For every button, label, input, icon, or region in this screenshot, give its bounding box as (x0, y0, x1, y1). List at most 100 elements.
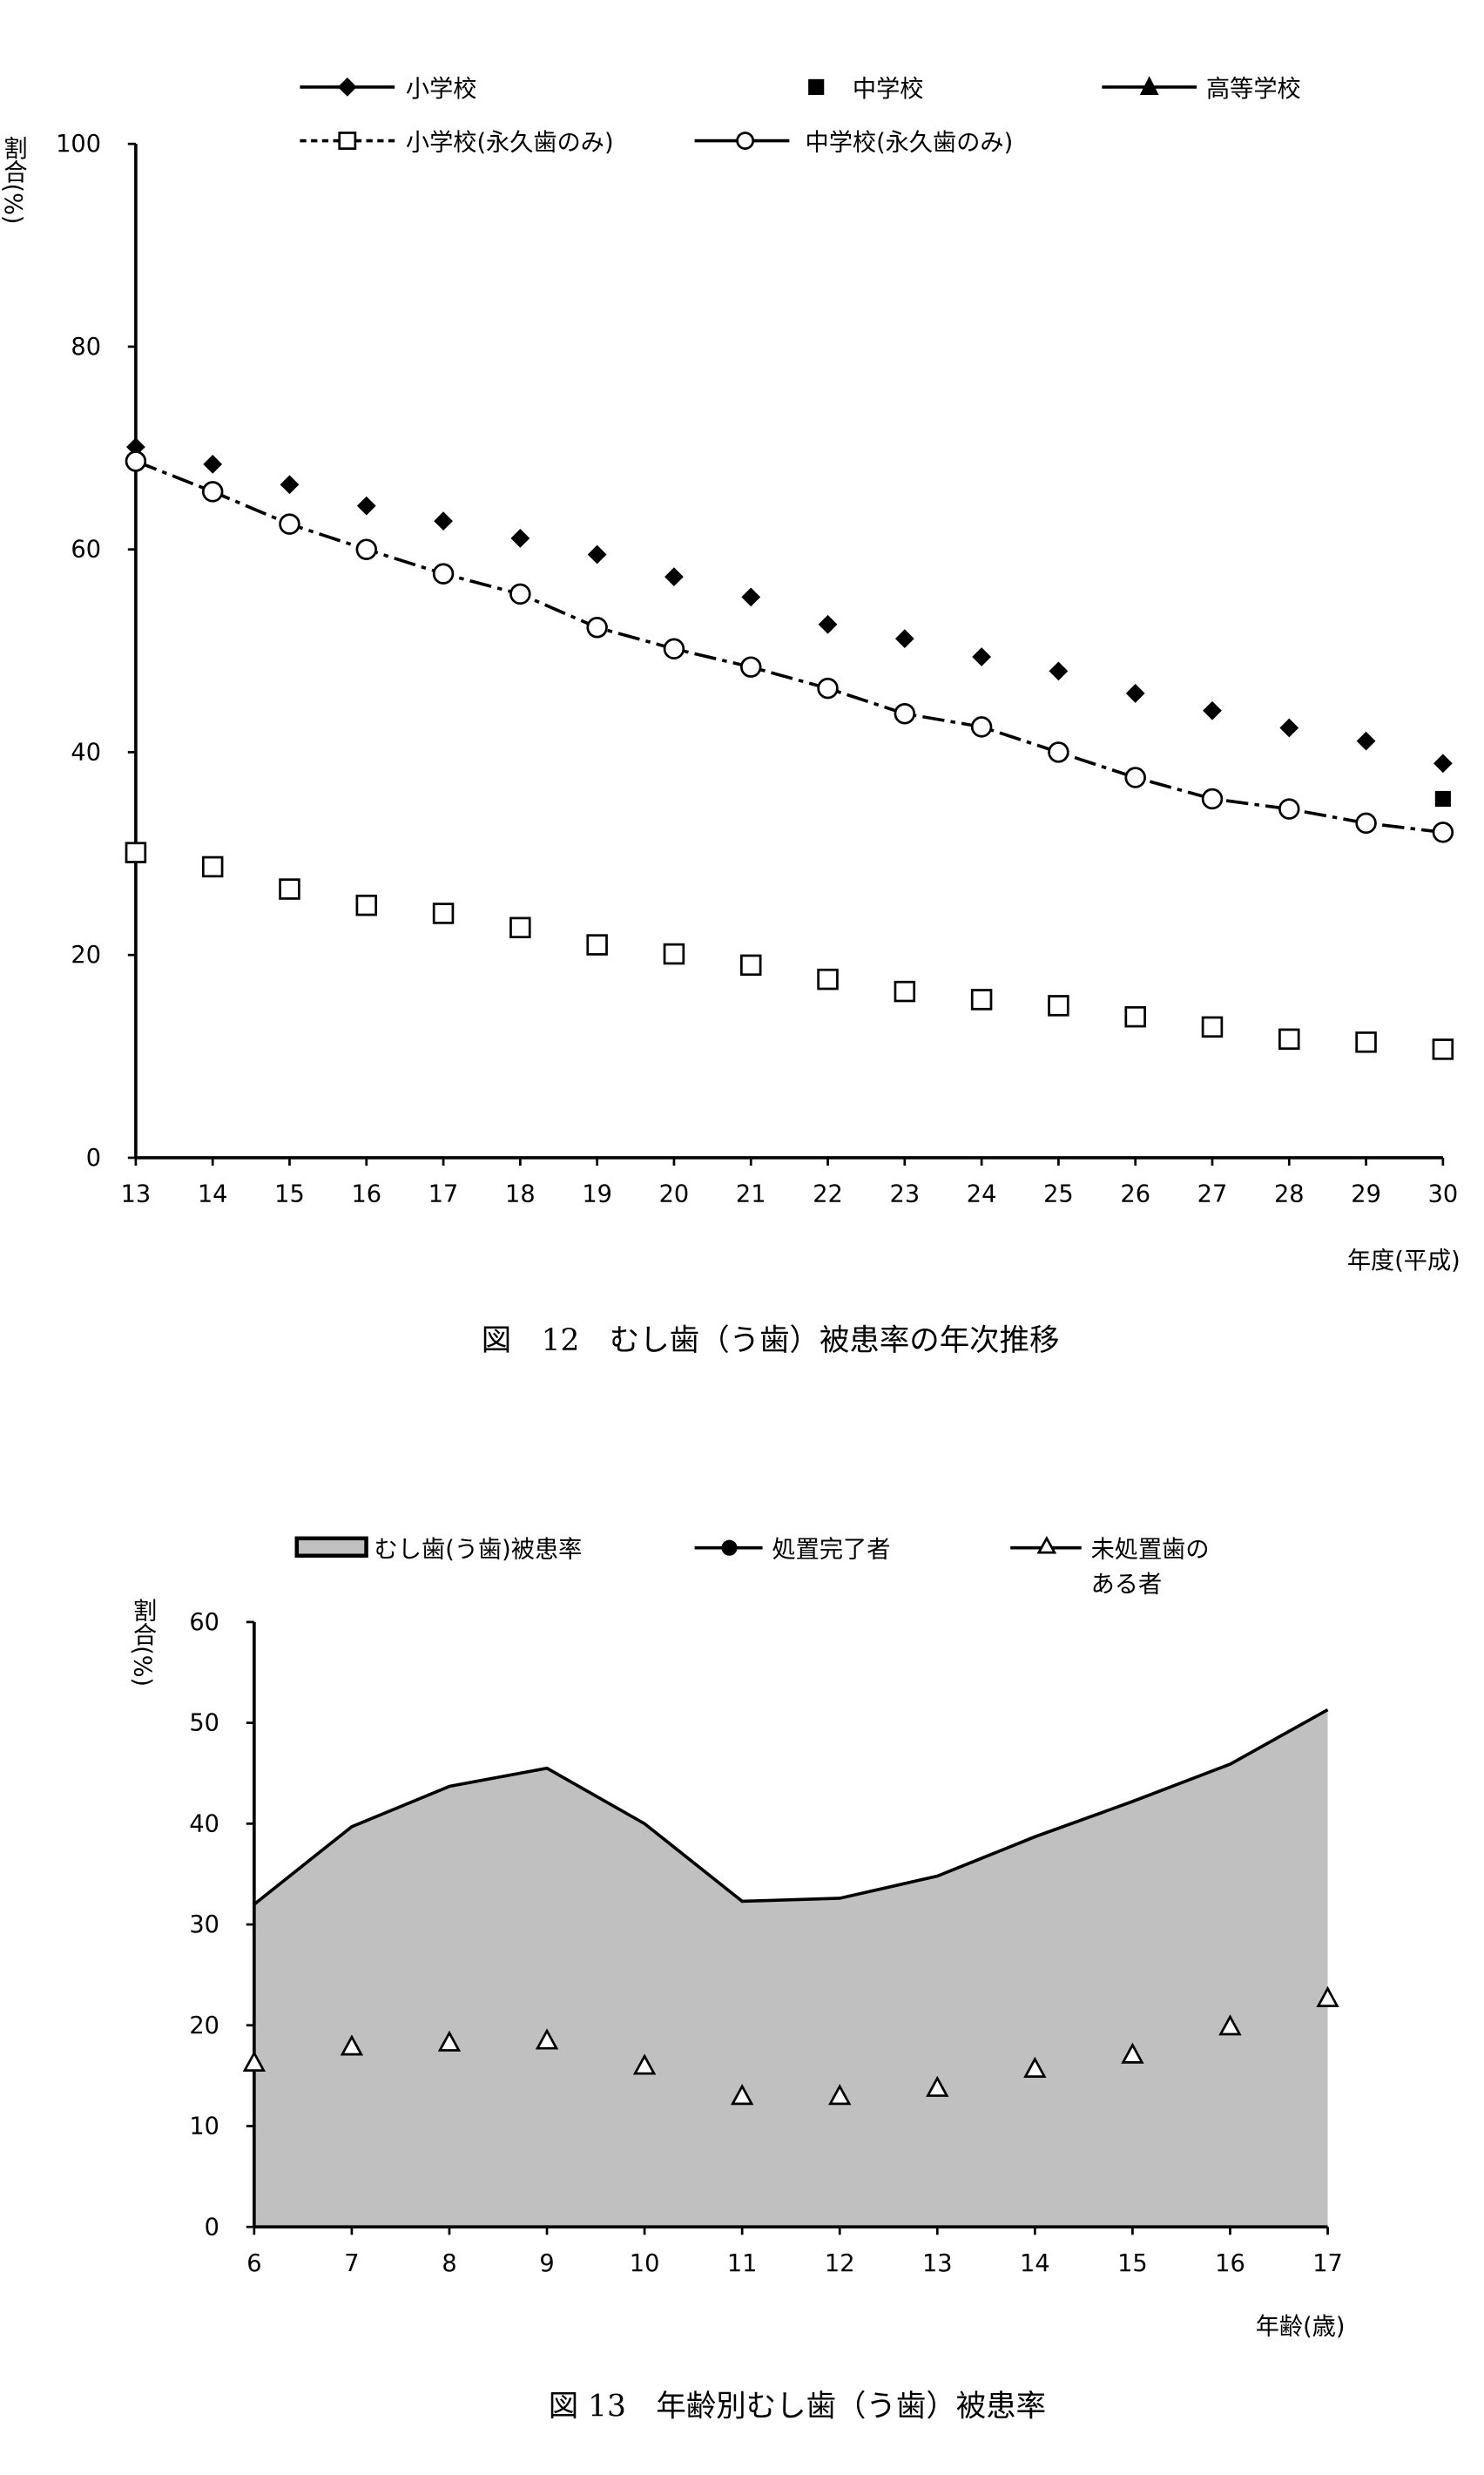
x-axis-label: 年度(平成) (1347, 1248, 1460, 1275)
point-middle-school-permanent (509, 583, 531, 605)
y-tick-label: 0 (86, 1145, 101, 1172)
point-elementary-permanent (970, 989, 993, 1011)
point-elementary (1049, 661, 1069, 681)
x-tick-label: 27 (1197, 1181, 1228, 1208)
point-elementary-permanent (355, 894, 378, 916)
point-elementary-permanent (586, 934, 608, 956)
y-tick-label: 40 (189, 1810, 219, 1837)
point-elementary-permanent (509, 916, 531, 939)
y-tick-label: 0 (205, 2214, 219, 2241)
point-elementary (203, 455, 223, 474)
x-tick-label: 14 (198, 1181, 228, 1208)
point-middle-school-permanent (1355, 812, 1377, 835)
point-middle-school-permanent (1048, 741, 1069, 763)
filled-circle-icon (721, 1539, 738, 1556)
point-elementary-permanent (201, 855, 224, 878)
point-elementary (1433, 754, 1453, 774)
point-elementary (818, 614, 838, 634)
x-tick-label: 24 (967, 1181, 997, 1208)
point-elementary (972, 647, 991, 666)
legend-label: 中学校 (853, 76, 924, 103)
point-middle-school-permanent (355, 538, 378, 560)
point-elementary-permanent (1048, 995, 1069, 1017)
figure-caption: 図 13 年齢別むし歯（う歯）被患率 (549, 2390, 1046, 2424)
point-untreated (1121, 2042, 1144, 2064)
point-middle-school-permanent (663, 638, 685, 659)
point-middle-school-permanent (279, 513, 300, 535)
diamond-icon (337, 78, 357, 97)
x-tick-label: 17 (1312, 2250, 1343, 2277)
x-tick-label: 21 (736, 1181, 766, 1208)
point-untreated (535, 2028, 559, 2050)
point-elementary-permanent (1278, 1028, 1300, 1051)
open-square-icon (338, 132, 357, 150)
area-caries-rate (253, 1709, 1328, 2228)
area-swatch-icon (294, 1536, 368, 1559)
square-icon (808, 78, 825, 95)
x-tick-label: 28 (1274, 1181, 1305, 1208)
figure-caption: 図 12 むし歯（う歯）被患率の年次推移 (482, 1323, 1060, 1358)
area-outline (253, 1707, 1329, 1906)
legend-label: むし歯(う歯)被患率 (374, 1537, 583, 1564)
x-tick-label: 19 (582, 1181, 612, 1208)
point-untreated (242, 2050, 266, 2073)
chart-13: むし歯(う歯)被患率 処置完了者 未処置歯の ある者 割合(%) 年齢(歳) 図… (129, 1536, 1345, 2424)
point-middle-school-permanent (125, 450, 147, 472)
open-circle-icon (736, 132, 755, 150)
x-tick-label: 13 (922, 2250, 953, 2277)
triangle-icon (1139, 76, 1159, 95)
x-tick-label: 25 (1043, 1181, 1074, 1208)
x-tick-label: 15 (274, 1181, 305, 1208)
y-axis-label: 割合(%) (0, 136, 27, 225)
x-tick-label: 17 (428, 1181, 459, 1208)
legend-label: ある者 (1091, 1571, 1163, 1598)
legend-label: 高等学校 (1206, 76, 1301, 103)
x-tick-label: 16 (1215, 2250, 1245, 2277)
point-elementary (510, 528, 530, 548)
point-elementary (741, 587, 761, 607)
point-middle-school-permanent (1201, 788, 1224, 810)
legend-label: 未処置歯の (1091, 1537, 1210, 1564)
point-untreated (437, 2030, 462, 2052)
x-tick-label: 11 (727, 2250, 758, 2277)
x-tick-label: 10 (630, 2250, 660, 2277)
point-untreated (632, 2053, 657, 2075)
legend-label: 処置完了者 (772, 1537, 890, 1564)
y-tick-label: 60 (189, 1609, 219, 1636)
point-elementary-permanent (125, 842, 147, 863)
point-middle-school-permanent (894, 702, 916, 725)
x-tick-label: 15 (1117, 2250, 1148, 2277)
point-elementary-permanent (432, 903, 455, 924)
point-middle-school-permanent (817, 677, 839, 700)
point-untreated (1316, 1985, 1339, 2007)
point-elementary (1356, 731, 1376, 751)
point-elementary (587, 544, 607, 565)
point-elementary (1203, 700, 1222, 720)
point-middle-school-permanent (432, 563, 455, 585)
point-elementary-permanent (1124, 1005, 1146, 1028)
x-tick-label: 7 (344, 2250, 359, 2277)
x-tick-label: 8 (442, 2250, 456, 2277)
point-middle-school-permanent (740, 656, 762, 678)
legend-label: 小学校 (406, 76, 477, 103)
point-elementary (1125, 684, 1145, 703)
legend-chart-12: 小学校 中学校 高等学校 小学校(永久歯のみ) 中学校(永久歯のみ) (300, 76, 1301, 156)
legend-label: 小学校(永久歯のみ) (406, 129, 614, 156)
point-untreated (1218, 2014, 1242, 2036)
triangle-icon (1036, 1536, 1057, 1554)
point-untreated (340, 2034, 364, 2056)
point-elementary-permanent (663, 943, 685, 965)
point-untreated (828, 2084, 852, 2106)
y-tick-label: 100 (56, 131, 101, 158)
point-elementary-permanent (1355, 1031, 1377, 1053)
chart-12: 小学校 中学校 高等学校 小学校(永久歯のみ) 中学校(永久歯のみ) 割合(%)… (0, 76, 1460, 1358)
point-elementary (664, 567, 684, 586)
y-tick-label: 20 (189, 2012, 219, 2039)
point-elementary (894, 629, 914, 648)
x-tick-label: 23 (890, 1181, 921, 1208)
point-elementary-permanent (1432, 1038, 1454, 1060)
point-middle-school-permanent (201, 481, 224, 503)
y-tick-label: 20 (71, 942, 101, 969)
x-tick-label: 14 (1020, 2250, 1050, 2277)
